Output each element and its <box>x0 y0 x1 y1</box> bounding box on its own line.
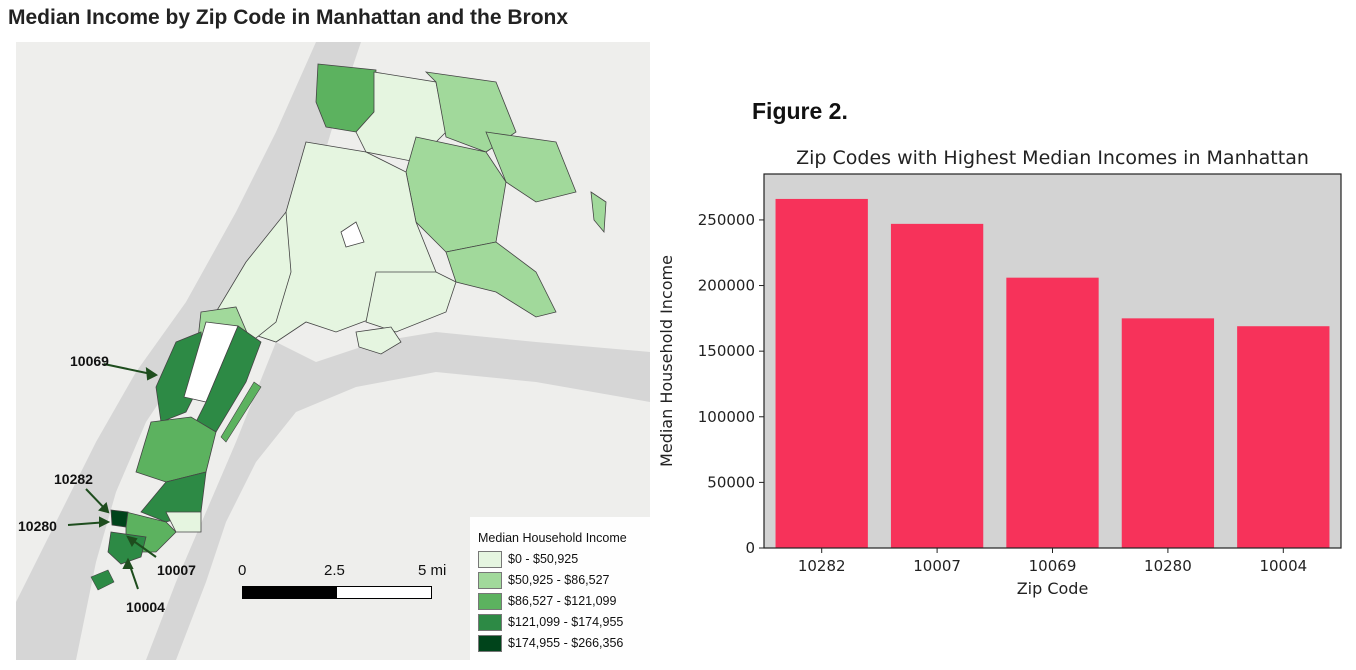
legend-swatch <box>478 593 502 610</box>
legend-swatch <box>478 572 502 589</box>
chart-title: Zip Codes with Highest Median Incomes in… <box>796 147 1309 169</box>
x-tick-label: 10004 <box>1259 557 1307 575</box>
manhattan-les <box>165 511 202 533</box>
page-title: Median Income by Zip Code in Manhattan a… <box>8 6 569 29</box>
bronx-region-4 <box>485 131 577 203</box>
legend-swatch <box>478 551 502 568</box>
scale-label-mid: 2.5 <box>324 562 345 579</box>
bar-10282 <box>775 198 868 548</box>
choropleth-map: 10069 10282 10280 10007 10004 0 2.5 5 mi… <box>16 42 650 660</box>
legend-label: $174,955 - $266,356 <box>508 636 624 650</box>
bar-10007 <box>890 223 984 548</box>
map-base <box>16 42 650 660</box>
scale-bar-white <box>336 586 432 599</box>
scale-label-0: 0 <box>238 562 247 579</box>
legend-label: $86,527 - $121,099 <box>508 594 617 608</box>
city-island <box>590 191 607 234</box>
callout-10280: 10280 <box>18 518 57 534</box>
legend-swatch <box>478 614 502 631</box>
callout-arrows <box>67 363 158 590</box>
rikers-island <box>355 326 402 355</box>
bronx-white-patch <box>340 221 365 248</box>
legend-swatch <box>478 635 502 652</box>
roosevelt-island <box>220 381 262 443</box>
scale-bar-black <box>242 586 338 599</box>
scale-bar: 0 2.5 5 mi <box>238 562 458 622</box>
bar-10004 <box>1237 326 1330 548</box>
callout-10007: 10007 <box>157 562 196 578</box>
y-tick-label: 50000 <box>707 473 755 491</box>
callout-10004: 10004 <box>126 599 165 615</box>
callout-10069: 10069 <box>70 353 109 369</box>
bronx-region-8 <box>365 271 457 333</box>
manhattan-battery <box>110 509 129 528</box>
legend-title: Median Household Income <box>478 531 627 545</box>
plot-frame <box>763 173 1342 549</box>
x-tick-label: 10280 <box>1144 557 1192 575</box>
y-tick-label: 0 <box>745 539 755 557</box>
y-tick-label: 250000 <box>698 211 755 229</box>
bar-chart: Zip Codes with Highest Median Incomes in… <box>657 147 1342 598</box>
figure-label: Figure 2. <box>752 98 848 124</box>
map-legend: Median Household Income $0 - $50,925 $50… <box>470 517 650 660</box>
x-tick-label: 10282 <box>798 557 846 575</box>
y-axis-label: Median Household Income <box>657 255 676 467</box>
governors-island <box>90 569 115 591</box>
east-river <box>146 332 650 660</box>
x-tick-label: 10069 <box>1029 557 1077 575</box>
y-tick-label: 200000 <box>698 277 755 295</box>
bar-10280 <box>1121 318 1215 548</box>
y-tick-label: 100000 <box>698 408 755 426</box>
callout-10282: 10282 <box>54 471 93 487</box>
x-tick-label: 10007 <box>913 557 961 575</box>
legend-label: $0 - $50,925 <box>508 552 579 566</box>
legend-label: $50,925 - $86,527 <box>508 573 610 587</box>
bronx-region-6 <box>445 241 557 318</box>
bar-10069 <box>1006 277 1099 548</box>
scale-label-end: 5 mi <box>418 562 447 579</box>
y-tick-label: 150000 <box>698 342 755 360</box>
legend-label: $121,099 - $174,955 <box>508 615 624 629</box>
x-axis-label: Zip Code <box>1017 579 1089 598</box>
manhattan-uws <box>155 331 207 423</box>
